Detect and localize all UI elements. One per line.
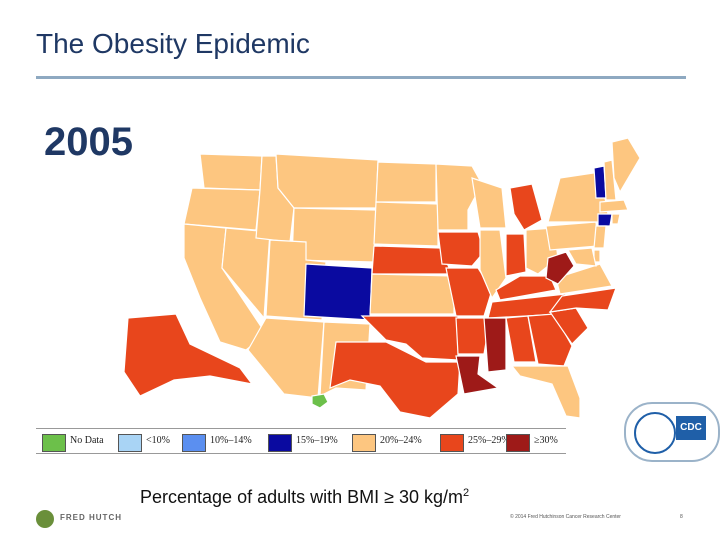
state-minnesota: [435, 163, 483, 231]
state-montana: [275, 153, 379, 209]
state-pennsylvania: [545, 221, 599, 251]
caption-text: Percentage of adults with BMI ≥ 30 kg/m: [140, 487, 464, 507]
state-virginia: [555, 263, 613, 295]
state-south-dakota: [373, 201, 439, 247]
state-iowa: [437, 231, 485, 267]
slide-title: The Obesity Epidemic: [36, 28, 310, 59]
state-nevada: [221, 227, 271, 320]
state-west-virginia: [545, 251, 575, 285]
state-alaska: [123, 313, 254, 397]
year-label: 2005: [44, 120, 133, 164]
state-maine: [611, 137, 640, 194]
legend-label: <10%: [146, 435, 170, 446]
state-new-jersey: [593, 225, 607, 249]
legend-swatch: [440, 434, 464, 452]
us-obesity-map: [123, 137, 640, 418]
state-connecticut: [597, 213, 613, 227]
states-layer: [123, 137, 640, 418]
legend-swatch: [42, 434, 66, 452]
legend-label: 15%–19%: [296, 435, 338, 446]
state-oregon: [183, 187, 261, 231]
legend-swatch: [182, 434, 206, 452]
state-rhode-island: [611, 213, 621, 225]
state-alabama: [505, 315, 537, 363]
legend-label: No Data: [70, 435, 104, 446]
state-north-carolina: [548, 287, 617, 313]
legend-swatch: [268, 434, 292, 452]
state-indiana: [505, 233, 527, 277]
legend-swatch: [506, 434, 530, 452]
state-florida: [510, 365, 581, 418]
map-legend: No Data <10% 10%–14% 15%–19% 20%–24% 25%…: [36, 428, 566, 454]
state-michigan: [509, 183, 543, 231]
cdc-logo: CDC: [624, 402, 720, 462]
state-north-dakota: [375, 161, 437, 203]
state-colorado: [303, 263, 373, 321]
legend-label: 20%–24%: [380, 435, 422, 446]
page-number: 8: [680, 514, 683, 520]
state-washington: [199, 153, 263, 191]
fred-hutch-logo-text: FRED HUTCH: [60, 513, 122, 522]
state-maryland: [567, 247, 597, 267]
title-divider: [36, 76, 686, 79]
state-kentucky: [495, 275, 557, 301]
legend-swatch: [352, 434, 376, 452]
map-caption: Percentage of adults with BMI ≥ 30 kg/m2: [140, 487, 469, 508]
caption-superscript: 2: [463, 487, 470, 499]
cdc-logo-text: CDC: [676, 416, 706, 440]
copyright-text: © 2014 Fred Hutchinson Cancer Research C…: [510, 514, 621, 520]
state-wisconsin: [471, 177, 507, 229]
state-missouri: [445, 267, 493, 317]
legend-label: ≥30%: [534, 435, 558, 446]
state-arkansas: [455, 317, 491, 355]
state-mississippi: [483, 317, 507, 373]
state-louisiana: [455, 355, 500, 395]
legend-label: 25%–29%: [468, 435, 510, 446]
fred-hutch-logo-icon: [36, 510, 54, 528]
state-massachusetts: [599, 199, 629, 213]
legend-swatch: [118, 434, 142, 452]
state-hawaii: [311, 393, 329, 409]
hhs-eagle-icon: [634, 412, 676, 454]
state-arizona: [247, 317, 325, 399]
state-texas: [329, 341, 461, 418]
legend-label: 10%–14%: [210, 435, 252, 446]
state-kansas: [369, 273, 455, 315]
